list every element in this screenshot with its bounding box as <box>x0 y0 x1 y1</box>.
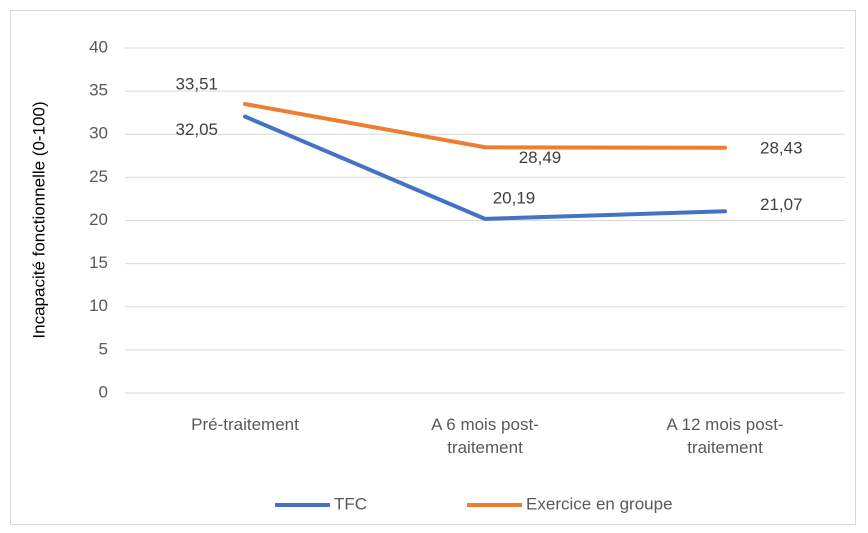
data-label: 21,07 <box>760 195 803 214</box>
series-line <box>243 114 727 221</box>
data-label: 20,19 <box>493 188 536 207</box>
data-label: 28,49 <box>519 148 562 167</box>
x-tick-label: A 6 mois post-traitement <box>431 415 539 457</box>
chart-border <box>10 10 856 525</box>
y-tick-label: 10 <box>89 296 108 315</box>
y-tick-label: 25 <box>89 167 108 186</box>
legend-label: Exercice en groupe <box>526 494 672 513</box>
data-label: 28,43 <box>760 138 803 157</box>
data-label: 33,51 <box>175 74 218 93</box>
y-tick-label: 40 <box>89 37 108 56</box>
y-tick-label: 15 <box>89 253 108 272</box>
y-axis-label: Incapacité fonctionnelle (0-100) <box>29 101 48 338</box>
y-tick-label: 30 <box>89 124 108 143</box>
y-tick-label: 0 <box>99 382 108 401</box>
legend-label: TFC <box>334 494 367 513</box>
x-tick-label: Pré-traitement <box>191 415 299 434</box>
x-tick-label: A 12 mois post-traitement <box>666 415 784 457</box>
y-tick-label: 20 <box>89 210 108 229</box>
series-line <box>243 101 727 150</box>
y-tick-label: 35 <box>89 81 108 100</box>
data-label: 32,05 <box>175 120 218 139</box>
y-tick-label: 5 <box>99 339 108 358</box>
